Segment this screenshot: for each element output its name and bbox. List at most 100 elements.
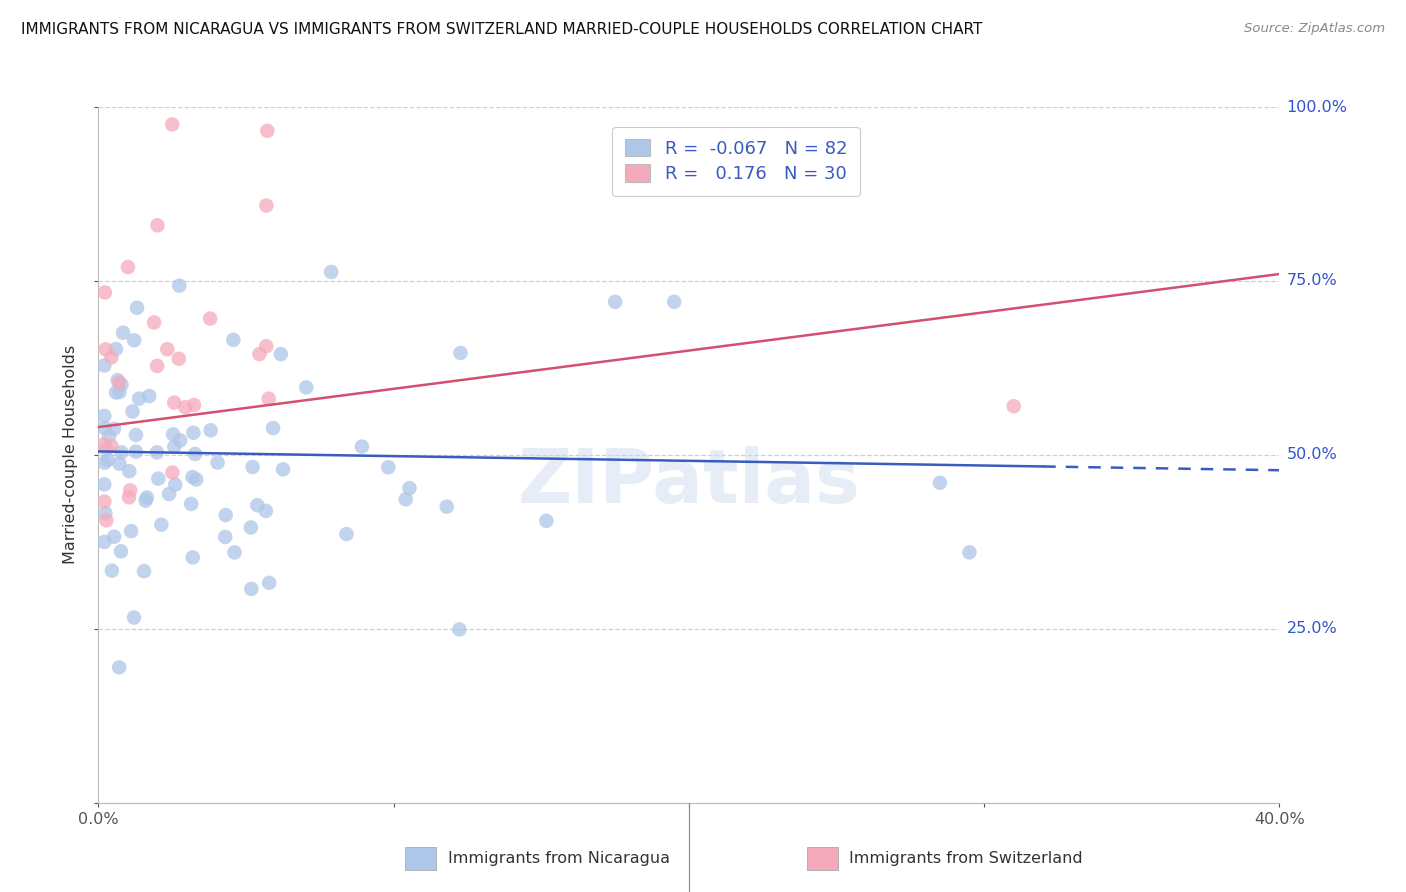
Point — [450, 346, 472, 360]
Point — [100, 351, 122, 365]
Point — [169, 434, 191, 448]
Point — [271, 462, 294, 476]
Point — [186, 472, 208, 486]
Text: Source: ZipAtlas.com: Source: ZipAtlas.com — [1244, 22, 1385, 36]
Point — [125, 444, 148, 458]
Legend: R =  -0.067   N = 82, R =   0.176   N = 30: R = -0.067 N = 82, R = 0.176 N = 30 — [613, 127, 860, 195]
Point — [96, 513, 118, 527]
Point — [146, 359, 169, 373]
Point — [162, 427, 184, 442]
Point — [169, 278, 191, 293]
Point — [959, 545, 981, 559]
Point — [120, 483, 142, 498]
Point — [108, 457, 131, 471]
Point — [150, 517, 173, 532]
Point — [93, 477, 115, 491]
Point — [207, 456, 229, 470]
Point — [249, 347, 271, 361]
Point — [107, 373, 129, 387]
Point — [214, 508, 236, 522]
Point — [93, 409, 115, 423]
Point — [214, 530, 236, 544]
Point — [108, 384, 131, 399]
Point — [321, 265, 343, 279]
Point — [110, 377, 132, 392]
Text: 50.0%: 50.0% — [1286, 448, 1337, 462]
Point — [103, 530, 125, 544]
Point — [605, 294, 627, 309]
Point — [118, 491, 141, 505]
Text: 100.0%: 100.0% — [1286, 100, 1347, 114]
Point — [254, 339, 277, 353]
Point — [96, 442, 118, 456]
Point — [104, 385, 127, 400]
Point — [146, 445, 169, 459]
Point — [94, 506, 117, 520]
Point — [449, 623, 471, 637]
Point — [94, 285, 117, 300]
Point — [254, 504, 277, 518]
Point — [98, 429, 121, 443]
Point — [1002, 399, 1025, 413]
Text: 25.0%: 25.0% — [1286, 622, 1337, 636]
Point — [162, 117, 183, 131]
Point — [198, 311, 221, 326]
Point — [224, 545, 246, 559]
Point — [117, 260, 139, 274]
Point — [93, 456, 115, 470]
Point — [101, 564, 124, 578]
Point — [146, 219, 169, 233]
Point — [395, 492, 418, 507]
Point — [246, 498, 269, 512]
Point — [167, 351, 190, 366]
Point — [125, 428, 148, 442]
Point — [125, 301, 148, 315]
Text: Immigrants from Switzerland: Immigrants from Switzerland — [849, 851, 1083, 866]
Point — [93, 535, 115, 549]
Point — [93, 359, 115, 373]
Text: Immigrants from Nicaragua: Immigrants from Nicaragua — [447, 851, 669, 866]
Point — [181, 470, 204, 484]
Point — [110, 445, 132, 459]
Point — [108, 376, 131, 390]
Point — [222, 333, 245, 347]
Point — [239, 520, 262, 534]
Point — [93, 494, 115, 508]
Point — [664, 294, 686, 309]
Point — [122, 333, 145, 347]
Point — [295, 380, 318, 394]
Point — [121, 404, 143, 418]
Point — [350, 440, 373, 454]
Point — [163, 395, 186, 409]
Point — [184, 447, 207, 461]
Point — [240, 582, 263, 596]
Point — [112, 326, 135, 340]
Point — [108, 660, 131, 674]
Point — [257, 575, 280, 590]
Point — [163, 440, 186, 454]
Text: 75.0%: 75.0% — [1286, 274, 1337, 288]
Point — [100, 439, 122, 453]
Point — [143, 316, 166, 330]
Point — [335, 527, 357, 541]
Point — [104, 342, 127, 356]
Point — [94, 343, 117, 357]
Point — [165, 477, 187, 491]
Point — [254, 198, 277, 212]
Point — [200, 423, 222, 437]
Point — [183, 398, 205, 412]
Point — [128, 392, 150, 406]
Point — [120, 524, 142, 538]
Point — [148, 472, 170, 486]
Point — [174, 400, 197, 414]
Point — [181, 550, 204, 565]
Point — [118, 464, 141, 478]
Point — [135, 493, 157, 508]
Point — [928, 475, 950, 490]
Point — [256, 124, 278, 138]
Point — [138, 389, 160, 403]
Point — [536, 514, 558, 528]
Point — [162, 466, 184, 480]
Point — [135, 491, 157, 505]
Point — [436, 500, 458, 514]
